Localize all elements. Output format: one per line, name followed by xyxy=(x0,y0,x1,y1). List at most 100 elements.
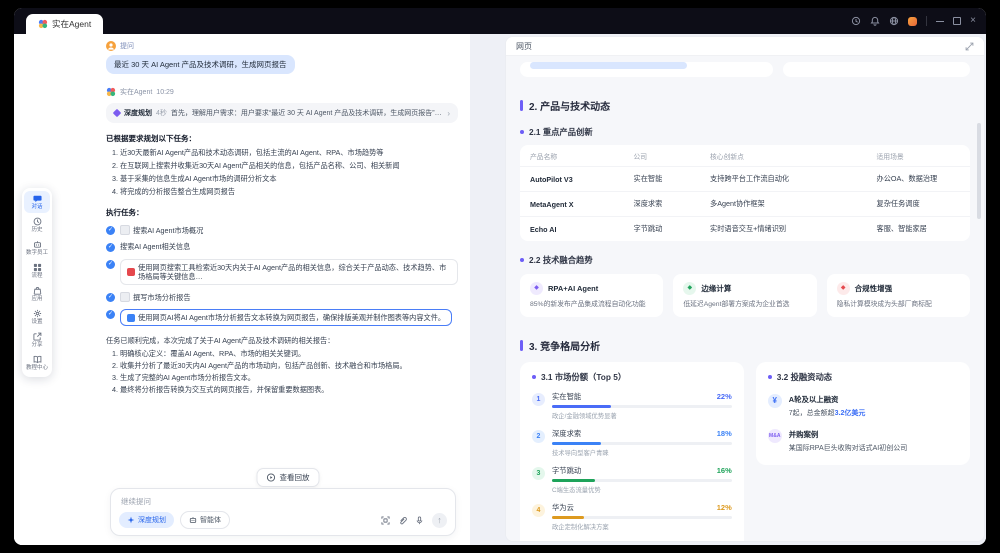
expand-icon[interactable] xyxy=(965,42,974,51)
rank-badge: 2 xyxy=(532,430,545,443)
doc-icon xyxy=(120,292,130,302)
sidebar-item-share[interactable]: 分享 xyxy=(24,329,50,351)
trend-card: ◆ 合规性增强 隐私计算模块成为头部厂商标配 xyxy=(826,274,970,317)
deep-planning-pill[interactable]: 深度规划 xyxy=(119,512,174,528)
summary-item: 生成了完整的AI Agent市场分析报告文本。 xyxy=(120,373,458,383)
summary-item: 明确核心定义：覆盖AI Agent、RPA、市场的相关关键词。 xyxy=(120,349,458,359)
screenshot-icon[interactable] xyxy=(381,515,390,525)
book-icon xyxy=(33,355,41,364)
robot-icon xyxy=(189,517,197,523)
share-bar-fill xyxy=(552,405,612,408)
share-bar-track xyxy=(552,405,732,408)
sidebar-item-apps[interactable]: 应用 xyxy=(24,283,50,305)
attachment-icon[interactable] xyxy=(398,516,407,525)
report-panel: 网页 2. 产品与技术动态 2.1 重点产品创新 xyxy=(505,36,985,542)
exec-label: 执行任务： xyxy=(106,208,144,217)
agent-pill[interactable]: 智能体 xyxy=(180,511,230,529)
task-row[interactable]: 使用网页AI将AI Agent市场分析报告文本转换为网页报告，确保排版美观并制作… xyxy=(106,309,458,326)
user-message-bubble: 最近 30 天 AI Agent 产品及技术调研，生成网页报告 xyxy=(106,55,295,74)
window-controls: × xyxy=(851,8,976,34)
bell-icon[interactable] xyxy=(870,16,880,26)
minimize-button[interactable] xyxy=(936,20,945,22)
financing-icon: ¥ xyxy=(767,394,782,408)
sidebar-item-tutorials[interactable]: 教程中心 xyxy=(24,352,50,374)
plan-list: 近30天最新AI Agent产品和技术动态调研，包括主流的AI Agent、RP… xyxy=(106,148,458,197)
chat-thread: 提问 最近 30 天 AI Agent 产品及技术调研，生成网页报告 实在Age… xyxy=(106,34,458,395)
globe-icon[interactable] xyxy=(889,16,899,26)
check-icon xyxy=(106,310,115,319)
microphone-icon[interactable] xyxy=(415,515,424,525)
share-icon xyxy=(32,332,41,341)
merger-icon: M&A xyxy=(767,429,782,443)
check-icon xyxy=(106,293,115,302)
market-share-item: 3 字节跳动 16% C端生态流量优势 xyxy=(532,466,732,494)
chat-icon xyxy=(32,195,42,203)
section-2-title: 2. 产品与技术动态 xyxy=(520,98,970,113)
agent-time: 10:29 xyxy=(156,88,174,96)
user-avatar[interactable] xyxy=(908,16,918,26)
view-replay-button[interactable]: 查看回放 xyxy=(256,468,320,487)
controls-divider xyxy=(926,16,928,26)
competition-cards-row: 3.1 市场份额（Top 5） 1 实在智能 22% 政企/金融领域优势显著 2 xyxy=(520,362,970,541)
report-scrollbar[interactable] xyxy=(977,123,981,219)
trend-card: ◆ RPA+AI Agent 85%的新发布产品集成流程自动化功能 xyxy=(520,274,664,317)
market-share-item: 4 华为云 12% 政企定制化解决方案 xyxy=(532,503,732,531)
chevron-right-icon[interactable]: › xyxy=(447,108,450,118)
close-button[interactable]: × xyxy=(970,15,976,26)
composer-placeholder[interactable]: 继续提问 xyxy=(121,497,151,506)
summary-list: 明确核心定义：覆盖AI Agent、RPA、市场的相关关键词。 收集并分析了最近… xyxy=(106,349,458,395)
investment-title: 3.2 投融资动态 xyxy=(767,371,958,383)
composer-actions: ↑ xyxy=(381,512,447,528)
user-label: 提问 xyxy=(120,43,134,50)
sidebar-item-settings[interactable]: 设置 xyxy=(24,306,50,328)
gear-icon xyxy=(33,309,41,318)
check-icon xyxy=(106,260,115,269)
rank-badge: 3 xyxy=(532,467,545,480)
financing-amount: 3.2亿美元 xyxy=(834,410,866,417)
market-share-title: 3.1 市场份额（Top 5） xyxy=(532,371,732,383)
bullet-dot xyxy=(520,130,524,134)
share-bar-track xyxy=(552,442,732,445)
sidebar-item-chat[interactable]: 对话 xyxy=(24,191,50,213)
section-3-title: 3. 竞争格局分析 xyxy=(520,338,970,353)
plan-item: 在互联网上搜索并收集近30天AI Agent产品相关的信息，包括产品名称、公司、… xyxy=(120,161,458,171)
tab-title: 实在Agent xyxy=(52,19,92,29)
check-icon xyxy=(106,226,115,235)
bullet-dot xyxy=(767,375,772,379)
web-search-icon xyxy=(127,268,135,276)
agent-logo-icon xyxy=(106,87,116,97)
rank-badge: 1 xyxy=(532,393,545,406)
clock-icon[interactable] xyxy=(851,16,861,26)
composer[interactable]: 继续提问 深度规划 智能体 xyxy=(110,488,456,536)
summary-intro: 任务已顺利完成，本次完成了关于AI Agent产品及技术调研的相关报告： xyxy=(106,336,335,345)
send-button[interactable]: ↑ xyxy=(432,512,447,528)
deep-planning-collapse[interactable]: 深度规划 4秒 首先，理解用户需求：用户要求“最近 30 天 AI Agent … xyxy=(106,103,458,123)
table-row: AutoPilot V3 实在智能 支持跨平台工作流自动化 办公OA、数据治理 xyxy=(520,166,970,192)
task-row[interactable]: 使用网页搜索工具检索近30天内关于AI Agent产品的相关信息，综合关于产品动… xyxy=(106,259,458,285)
task-list: 搜索AI Agent市场概况 搜索AI Agent相关信息 使用网页搜索工具检索… xyxy=(106,225,458,326)
sparkle-icon xyxy=(127,516,135,524)
product-table: 产品名称 公司 核心创新点 适用场景 AutoPilot V3 实在智能 支持跨… xyxy=(520,145,970,241)
app-tab[interactable]: 实在Agent xyxy=(26,14,104,34)
user-avatar-icon xyxy=(106,41,116,51)
sidebar-item-flows[interactable]: 流程 xyxy=(24,260,50,282)
robot-icon xyxy=(33,241,41,248)
report-header: 网页 xyxy=(506,37,984,56)
share-bar-track xyxy=(552,479,732,482)
share-bar-fill xyxy=(552,516,585,519)
partial-card xyxy=(520,62,773,77)
sidebar-item-history[interactable]: 历史 xyxy=(24,214,50,236)
table-header-row: 产品名称 公司 核心创新点 适用场景 xyxy=(530,154,904,161)
chat-panel: 对话 历史 数字员工 流程 应用 xyxy=(14,34,470,545)
task-row: 搜索AI Agent相关信息 xyxy=(106,242,458,252)
maximize-button[interactable] xyxy=(953,17,962,25)
partial-stat-bar xyxy=(530,62,687,69)
summary-item: 最终将分析报告转换为交互式的网页报告，并保留重要数据图表。 xyxy=(120,385,458,395)
sidebar-item-digital-staff[interactable]: 数字员工 xyxy=(24,237,50,259)
investment-item: ¥ A轮及以上融资 7起，总金额超3.2亿美元 xyxy=(767,394,958,418)
task-row: 撰写市场分析报告 xyxy=(106,292,458,302)
task-row: 搜索AI Agent市场概况 xyxy=(106,225,458,235)
doc-icon xyxy=(120,225,130,235)
app-logo-icon xyxy=(38,19,48,29)
section-2-1-title: 2.1 重点产品创新 xyxy=(520,126,970,138)
